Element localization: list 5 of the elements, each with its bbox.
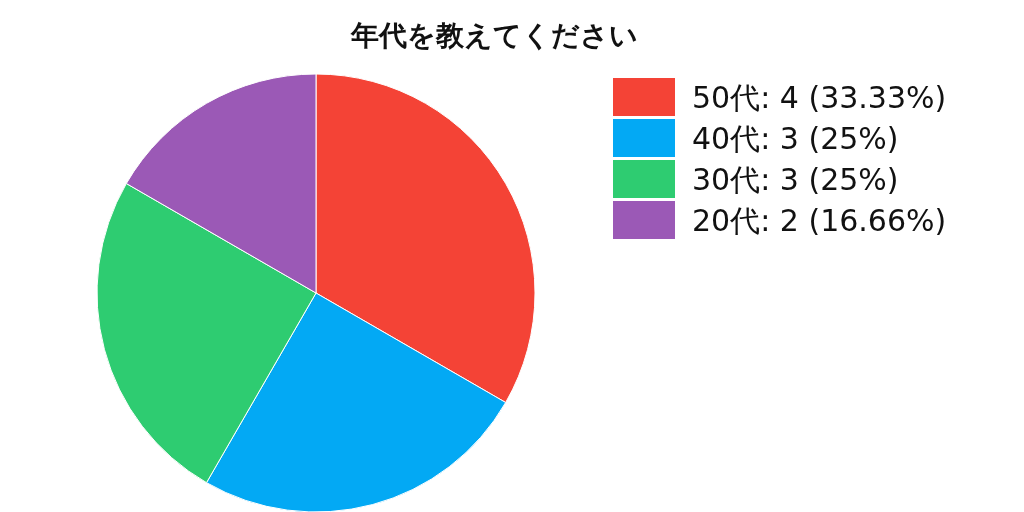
legend-label: 20代: 2 (16.66%) [692,203,947,238]
legend-label: 30代: 3 (25%) [692,162,899,197]
legend-label: 40代: 3 (25%) [692,121,899,156]
legend-label: 50代: 4 (33.33%) [692,80,947,115]
chart-title: 年代を教えてください [349,19,638,52]
